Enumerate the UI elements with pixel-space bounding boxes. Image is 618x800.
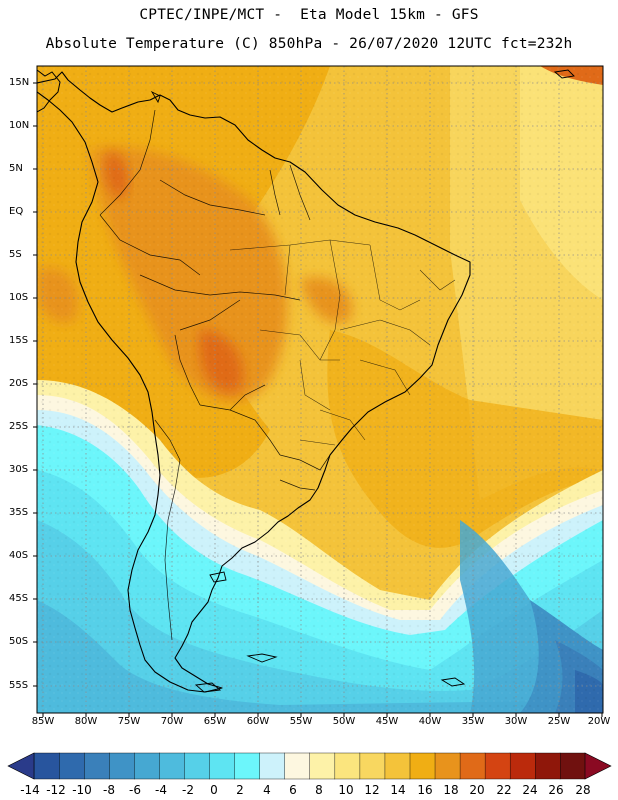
colorbar-label: 6	[289, 783, 297, 797]
country-borders	[99, 109, 331, 641]
colorbar-label: -10	[72, 783, 92, 797]
axis-ticks	[33, 82, 603, 717]
colorbar-swatch	[534, 752, 561, 780]
colorbar-label: 2	[236, 783, 244, 797]
lat-label: 30S	[9, 464, 29, 475]
colorbar-swatch	[209, 752, 235, 780]
lon-label: 50W	[332, 716, 356, 727]
lon-label: 40W	[418, 716, 442, 727]
colorbar-swatch	[33, 752, 60, 780]
colorbar-swatch	[384, 752, 411, 780]
colorbar-swatch	[484, 752, 511, 780]
colorbar-label: -6	[129, 783, 141, 797]
lat-label: 5S	[9, 249, 22, 260]
colorbar-swatch	[559, 752, 586, 780]
lat-label: 55S	[9, 680, 29, 691]
chart-title-line2: Absolute Temperature (C) 850hPa - 26/07/…	[45, 36, 573, 52]
colorbar-swatch	[234, 752, 260, 780]
lon-label: 35W	[461, 716, 485, 727]
lon-label: 75W	[117, 716, 141, 727]
colorbar-label: 8	[315, 783, 323, 797]
colorbar-label: 12	[364, 783, 380, 797]
lon-label: 60W	[246, 716, 270, 727]
lat-label: 15S	[9, 335, 29, 346]
colorbar-label: 18	[443, 783, 459, 797]
colorbar-min-arrow	[7, 752, 35, 780]
lat-label: EQ	[9, 206, 24, 217]
colorbar	[7, 752, 612, 780]
colorbar-swatch	[284, 752, 311, 780]
colorbar-swatch	[359, 752, 386, 780]
lat-label: 10N	[9, 120, 30, 131]
lat-label: 5N	[9, 163, 23, 174]
lon-label: 70W	[160, 716, 184, 727]
central-america-coastline	[37, 69, 61, 113]
colorbar-swatch	[58, 752, 85, 780]
colorbar-swatch	[334, 752, 361, 780]
colorbar-swatch	[459, 752, 486, 780]
lat-label: 10S	[9, 292, 29, 303]
lon-label: 65W	[203, 716, 227, 727]
colorbar-swatch	[184, 752, 210, 780]
colorbar-label: -2	[182, 783, 194, 797]
colorbar-max-arrow	[584, 752, 612, 780]
colorbar-swatch	[509, 752, 536, 780]
lat-label: 45S	[9, 593, 29, 604]
colorbar-label: -12	[46, 783, 66, 797]
lon-label: 30W	[504, 716, 528, 727]
colorbar-label: 22	[496, 783, 512, 797]
lat-label: 35S	[9, 507, 29, 518]
lat-label: 15N	[9, 77, 30, 88]
colorbar-swatch	[409, 752, 436, 780]
colorbar-label: 16	[417, 783, 433, 797]
south-america-coastline	[37, 71, 471, 693]
temperature-field	[37, 66, 603, 713]
colorbar-label: -8	[103, 783, 115, 797]
colorbar-label: -4	[155, 783, 167, 797]
colorbar-swatch	[108, 752, 135, 780]
map-frame	[36, 65, 604, 714]
lon-label: 85W	[31, 716, 55, 727]
colorbar-label: 20	[469, 783, 485, 797]
lon-label: 45W	[375, 716, 399, 727]
colorbar-label: 0	[210, 783, 218, 797]
colorbar-swatch	[309, 752, 336, 780]
islands	[150, 69, 575, 693]
lon-label: 55W	[289, 716, 313, 727]
colorbar-swatch	[259, 752, 285, 780]
colorbar-label: 26	[548, 783, 564, 797]
lat-label: 40S	[9, 550, 29, 561]
chart-title-line1: CPTEC/INPE/MCT - Eta Model 15km - GFS	[139, 7, 479, 23]
lat-label: 20S	[9, 378, 29, 389]
lon-label: 20W	[587, 716, 611, 727]
colorbar-label: 28	[575, 783, 591, 797]
lon-label: 80W	[74, 716, 98, 727]
colorbar-swatch	[159, 752, 185, 780]
colorbar-label: 4	[263, 783, 271, 797]
colorbar-label: 14	[390, 783, 406, 797]
colorbar-swatch	[434, 752, 461, 780]
colorbar-label: 24	[522, 783, 538, 797]
lat-label: 25S	[9, 421, 29, 432]
lon-label: 25W	[547, 716, 571, 727]
colorbar-label: 10	[338, 783, 354, 797]
colorbar-swatch	[133, 752, 160, 780]
colorbar-label: -14	[20, 783, 40, 797]
state-borders	[229, 239, 456, 446]
lat-label: 50S	[9, 636, 29, 647]
colorbar-swatch	[83, 752, 110, 780]
